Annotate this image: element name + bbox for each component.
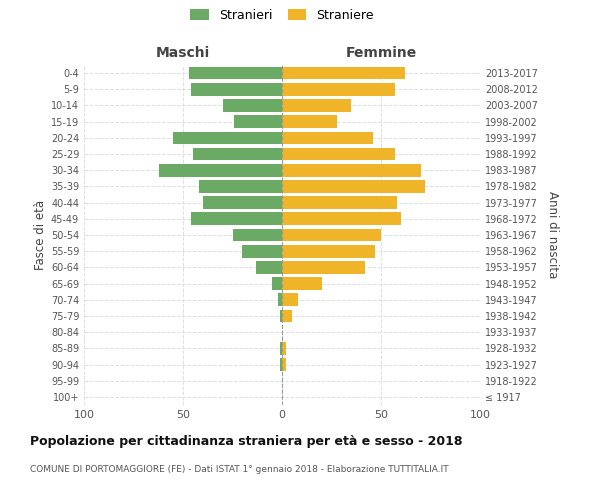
Bar [191, 212, 282, 225]
Bar [256, 261, 282, 274]
Bar [282, 358, 286, 371]
Bar [282, 261, 365, 274]
Bar [193, 148, 282, 160]
Bar [282, 212, 401, 225]
Text: Popolazione per cittadinanza straniera per età e sesso - 2018: Popolazione per cittadinanza straniera p… [30, 435, 463, 448]
Bar [191, 83, 282, 96]
Text: Maschi: Maschi [156, 46, 210, 60]
Bar [223, 99, 282, 112]
Bar [282, 99, 352, 112]
Bar [159, 164, 282, 176]
Bar [282, 116, 337, 128]
Bar [282, 245, 375, 258]
Bar [282, 294, 298, 306]
Y-axis label: Fasce di età: Fasce di età [34, 200, 47, 270]
Bar [280, 310, 282, 322]
Bar [173, 132, 282, 144]
Bar [282, 228, 381, 241]
Bar [199, 180, 282, 192]
Text: Femmine: Femmine [346, 46, 416, 60]
Bar [282, 278, 322, 290]
Bar [282, 196, 397, 209]
Bar [282, 83, 395, 96]
Bar [189, 67, 282, 80]
Bar [280, 358, 282, 371]
Bar [233, 228, 282, 241]
Text: COMUNE DI PORTOMAGGIORE (FE) - Dati ISTAT 1° gennaio 2018 - Elaborazione TUTTITA: COMUNE DI PORTOMAGGIORE (FE) - Dati ISTA… [30, 465, 449, 474]
Bar [278, 294, 282, 306]
Legend: Stranieri, Straniere: Stranieri, Straniere [188, 6, 376, 24]
Bar [282, 310, 292, 322]
Bar [282, 67, 405, 80]
Bar [280, 342, 282, 354]
Bar [282, 132, 373, 144]
Bar [203, 196, 282, 209]
Bar [282, 148, 395, 160]
Bar [272, 278, 282, 290]
Y-axis label: Anni di nascita: Anni di nascita [546, 192, 559, 278]
Bar [282, 342, 286, 354]
Bar [242, 245, 282, 258]
Bar [282, 180, 425, 192]
Bar [235, 116, 282, 128]
Bar [282, 164, 421, 176]
